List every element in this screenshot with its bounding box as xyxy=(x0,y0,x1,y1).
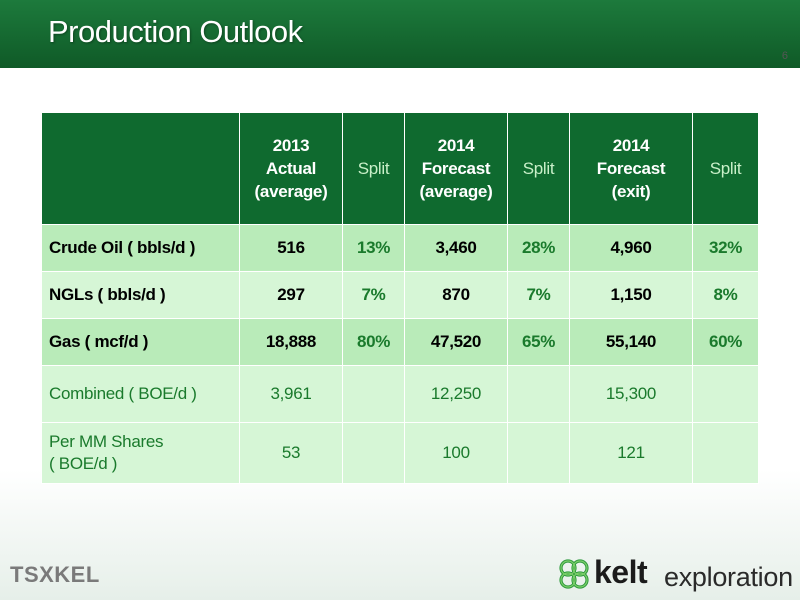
header-line: 2014 xyxy=(612,136,650,155)
header-line: (average) xyxy=(254,182,328,201)
cell-split: 32% xyxy=(692,224,759,272)
cell-value: 3,460 xyxy=(404,224,508,272)
header-split: Split xyxy=(342,112,405,225)
page-title: Production Outlook xyxy=(48,14,303,49)
row-label: Gas ( mcf/d ) xyxy=(41,318,240,366)
cell-split: 7% xyxy=(507,271,570,319)
header-line: (exit) xyxy=(611,182,651,201)
cell-split: 65% xyxy=(507,318,570,366)
cell-split xyxy=(342,365,405,423)
row-label-line: ( BOE/d ) xyxy=(49,454,118,473)
celtic-knot-icon xyxy=(559,559,589,589)
cell-split xyxy=(342,422,405,484)
cell-value: 3,961 xyxy=(239,365,343,423)
cell-value: 100 xyxy=(404,422,508,484)
cell-value: 1,150 xyxy=(569,271,693,319)
background-fade xyxy=(0,470,800,600)
cell-value: 4,960 xyxy=(569,224,693,272)
row-label: Combined ( BOE/d ) xyxy=(41,365,240,423)
header-split: Split xyxy=(692,112,759,225)
tsx-kel-logo: TSXKEL xyxy=(10,562,100,588)
kelt-wordmark: kelt xyxy=(594,554,648,590)
tsx-text: TSX xyxy=(10,562,55,587)
cell-value: 53 xyxy=(239,422,343,484)
cell-split xyxy=(692,422,759,484)
table-header-row: 2013 Actual (average) Split 2014 Forecas… xyxy=(41,112,759,225)
cell-value: 15,300 xyxy=(569,365,693,423)
kel-text: KEL xyxy=(54,562,100,587)
cell-value: 121 xyxy=(569,422,693,484)
cell-value: 55,140 xyxy=(569,318,693,366)
header-2014-forecast-exit: 2014 Forecast (exit) xyxy=(569,112,693,225)
cell-value: 870 xyxy=(404,271,508,319)
header-2014-forecast-average: 2014 Forecast (average) xyxy=(404,112,508,225)
header-line: Forecast xyxy=(596,159,666,178)
header-line: Forecast xyxy=(421,159,491,178)
page-number: 6 xyxy=(781,50,788,62)
row-label: Per MM Shares ( BOE/d ) xyxy=(41,422,240,484)
table-row: Gas ( mcf/d ) 18,888 80% 47,520 65% 55,1… xyxy=(41,318,759,366)
header-line: 2014 xyxy=(437,136,475,155)
cell-value: 12,250 xyxy=(404,365,508,423)
exploration-wordmark: exploration xyxy=(664,562,793,592)
cell-value: 47,520 xyxy=(404,318,508,366)
cell-split xyxy=(507,365,570,423)
table-row: Combined ( BOE/d ) 3,961 12,250 15,300 xyxy=(41,365,759,423)
header-line: 2013 xyxy=(272,136,310,155)
header-cell-label xyxy=(41,112,240,225)
cell-value: 297 xyxy=(239,271,343,319)
cell-split: 28% xyxy=(507,224,570,272)
row-label-line: Per MM Shares xyxy=(49,432,164,451)
cell-split xyxy=(507,422,570,484)
title-bar: Production Outlook xyxy=(0,0,800,68)
cell-split: 13% xyxy=(342,224,405,272)
table-row: Per MM Shares ( BOE/d ) 53 100 121 xyxy=(41,422,759,484)
production-outlook-table: 2013 Actual (average) Split 2014 Forecas… xyxy=(41,112,759,484)
table-row: Crude Oil ( bbls/d ) 516 13% 3,460 28% 4… xyxy=(41,224,759,272)
row-label: Crude Oil ( bbls/d ) xyxy=(41,224,240,272)
cell-value: 516 xyxy=(239,224,343,272)
table-row: NGLs ( bbls/d ) 297 7% 870 7% 1,150 8% xyxy=(41,271,759,319)
header-2013-actual: 2013 Actual (average) xyxy=(239,112,343,225)
cell-split: 8% xyxy=(692,271,759,319)
row-label: NGLs ( bbls/d ) xyxy=(41,271,240,319)
cell-split xyxy=(692,365,759,423)
cell-split: 80% xyxy=(342,318,405,366)
cell-split: 60% xyxy=(692,318,759,366)
header-line: (average) xyxy=(419,182,493,201)
header-line: Actual xyxy=(265,159,317,178)
cell-value: 18,888 xyxy=(239,318,343,366)
cell-split: 7% xyxy=(342,271,405,319)
header-split: Split xyxy=(507,112,570,225)
